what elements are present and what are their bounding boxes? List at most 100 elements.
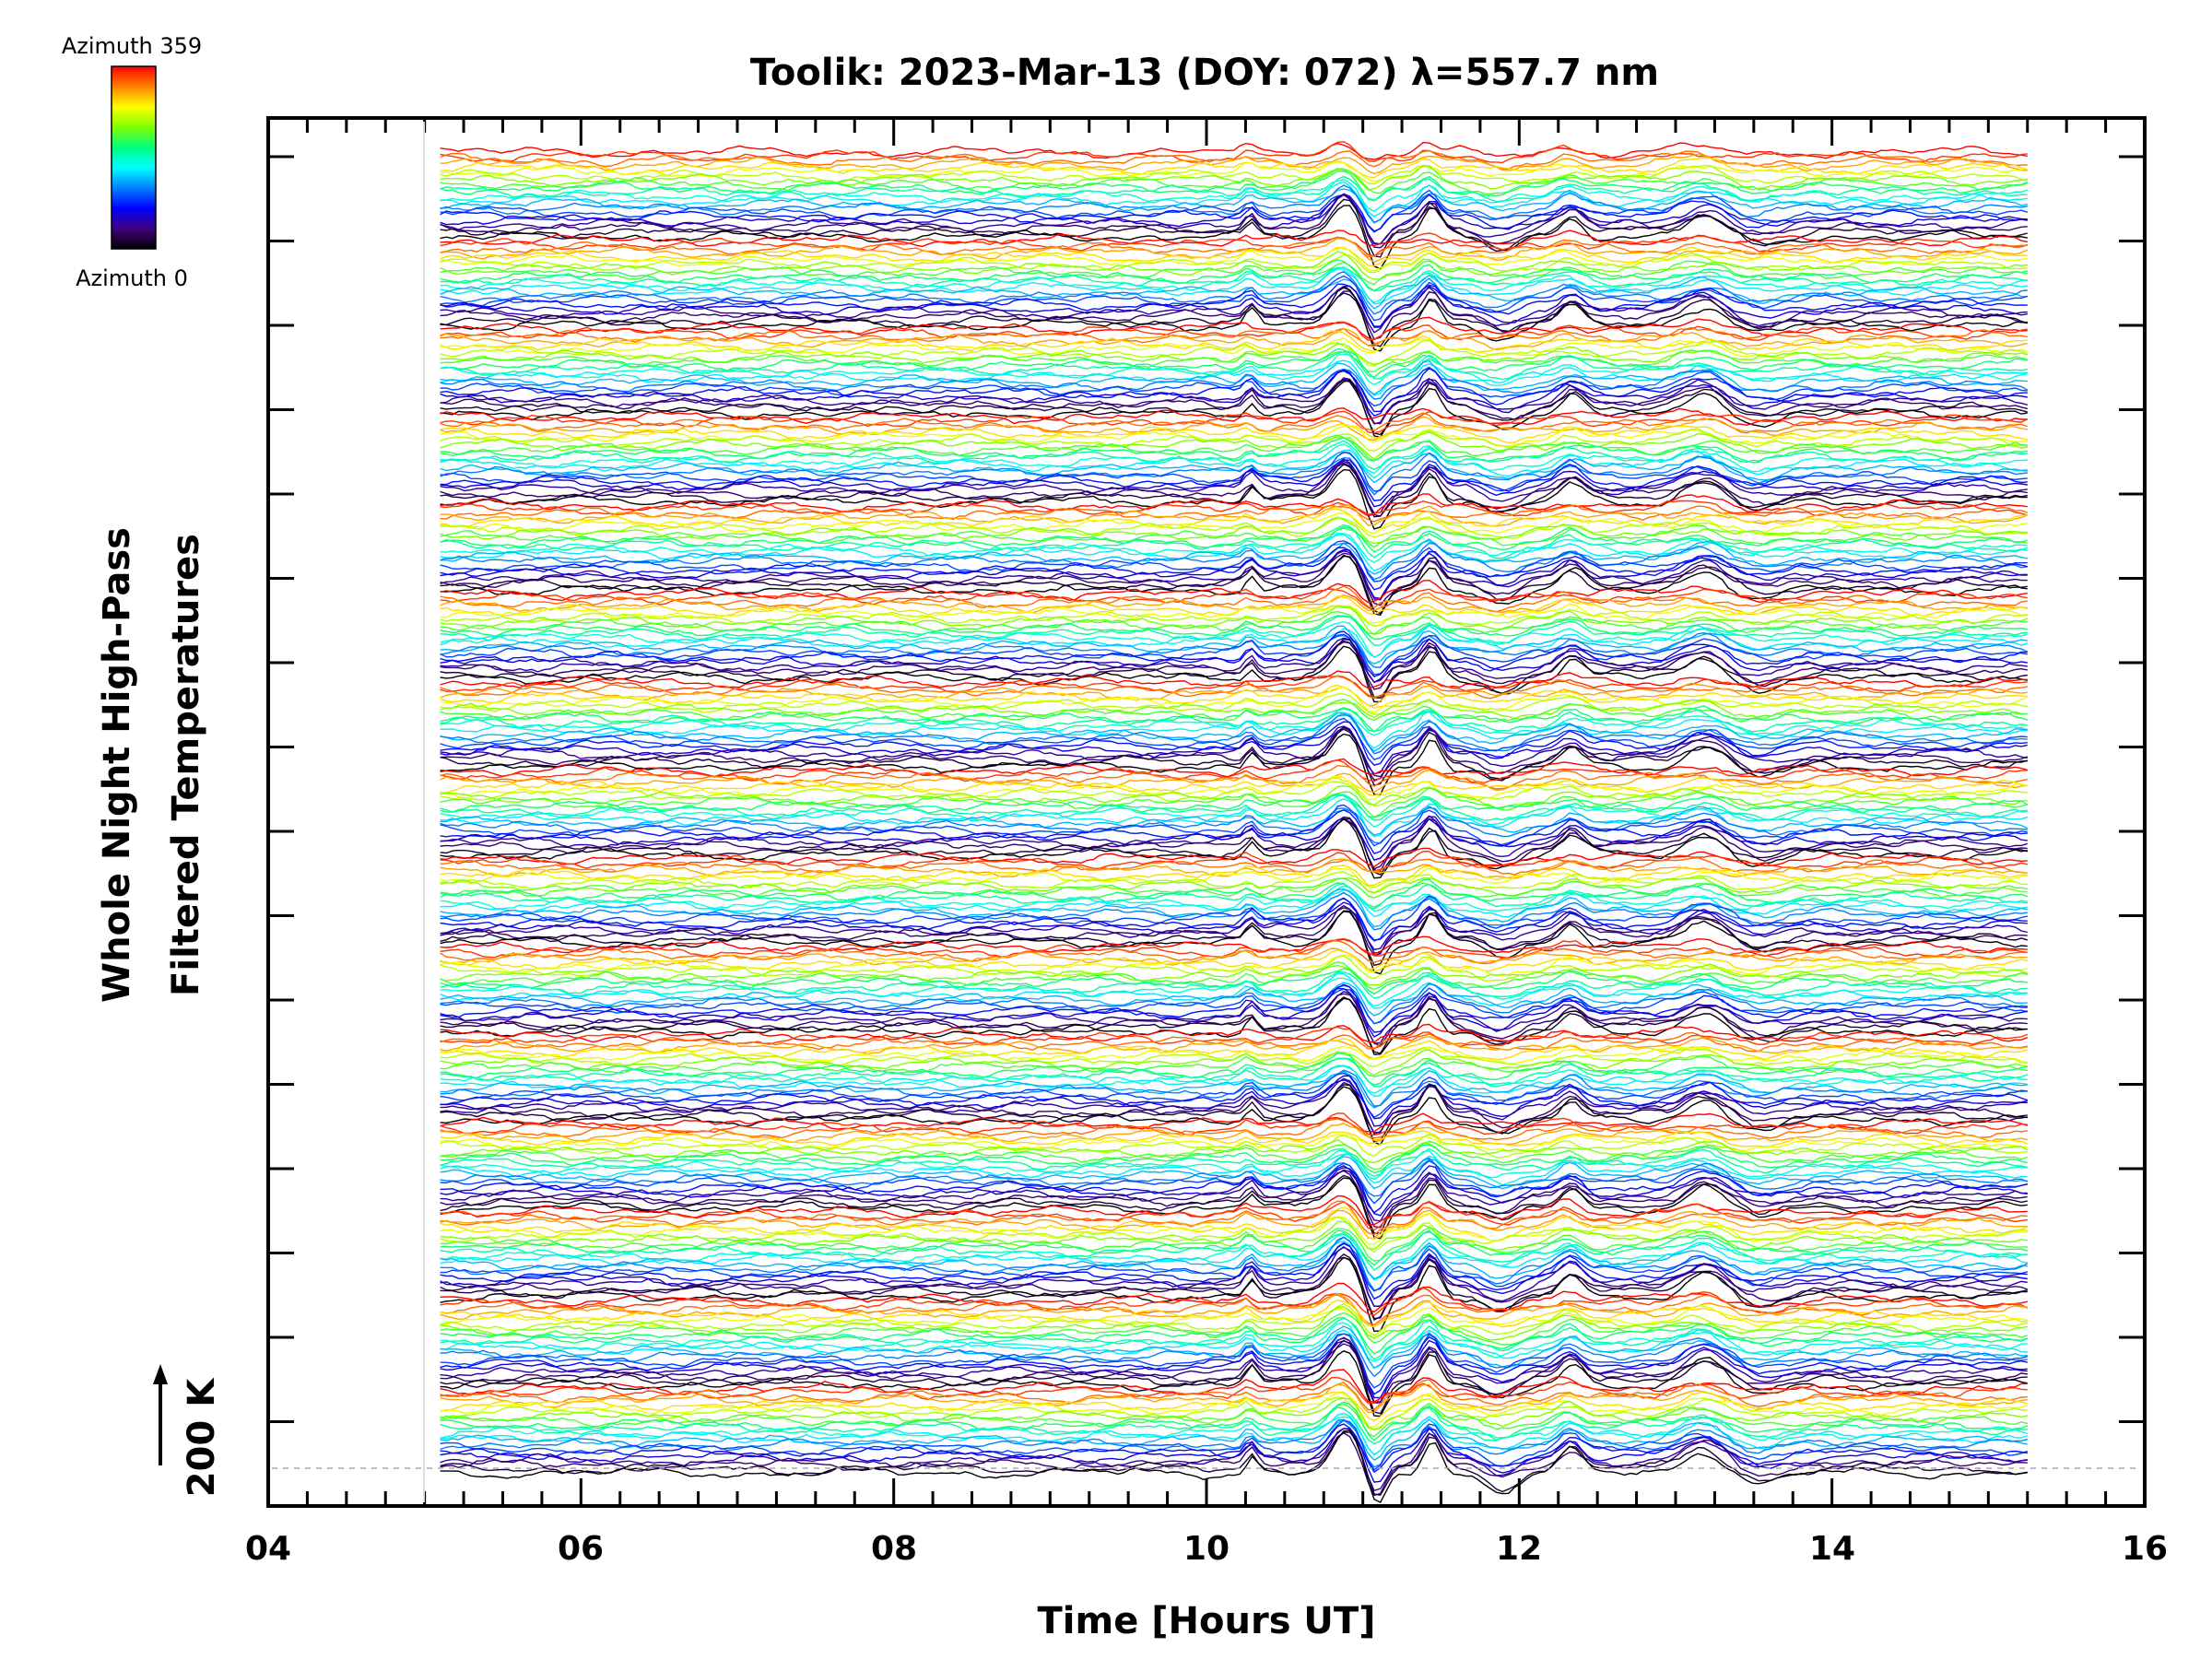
azimuth-trace xyxy=(440,349,2029,372)
azimuth-trace xyxy=(440,246,2028,267)
azimuth-trace xyxy=(440,337,2028,358)
azimuth-trace xyxy=(440,1177,2028,1240)
azimuth-trace xyxy=(440,1147,2028,1178)
azimuth-trace xyxy=(440,290,2028,340)
azimuth-trace xyxy=(440,1428,2028,1483)
azimuth-trace xyxy=(440,1343,2028,1405)
axis-ticks xyxy=(266,118,2147,1508)
azimuth-trace xyxy=(440,585,2028,613)
azimuth-trace xyxy=(440,460,2028,517)
azimuth-trace xyxy=(440,725,2028,775)
azimuth-trace xyxy=(440,1241,2028,1300)
azimuth-trace xyxy=(440,1245,2028,1307)
azimuth-trace xyxy=(440,1333,2028,1389)
azimuth-trace xyxy=(440,949,2028,972)
azimuth-trace xyxy=(440,993,2028,1047)
azimuth-trace xyxy=(440,1412,2029,1456)
azimuth-trace xyxy=(440,367,2028,418)
azimuth-trace xyxy=(440,1065,2028,1095)
azimuth-trace xyxy=(440,246,2028,272)
azimuth-trace xyxy=(440,960,2028,991)
azimuth-trace xyxy=(440,954,2028,977)
azimuth-trace xyxy=(440,1305,2028,1341)
azimuth-trace xyxy=(440,181,2028,218)
azimuth-trace xyxy=(440,370,2028,413)
azimuth-trace xyxy=(440,1246,2028,1308)
azimuth-trace xyxy=(440,462,2028,514)
azimuth-trace xyxy=(440,794,2028,821)
azimuth-trace xyxy=(440,699,2028,720)
azimuth-trace xyxy=(440,452,2028,492)
azimuth-trace xyxy=(440,1079,2029,1120)
azimuth-trace xyxy=(440,645,2028,703)
azimuth-trace xyxy=(440,1035,2028,1060)
azimuth-trace xyxy=(440,327,2028,351)
azimuth-trace xyxy=(440,1314,2029,1355)
azimuth-trace xyxy=(440,769,2028,794)
azimuth-trace xyxy=(440,1138,2029,1164)
azimuth-trace xyxy=(440,865,2028,887)
azimuth-trace xyxy=(440,407,2028,427)
azimuth-trace xyxy=(440,1432,2028,1497)
azimuth-trace xyxy=(440,554,2028,615)
azimuth-trace xyxy=(440,605,2028,628)
azimuth-trace xyxy=(440,1430,2028,1504)
azimuth-trace xyxy=(440,901,2028,951)
azimuth-trace xyxy=(440,804,2028,847)
azimuth-trace xyxy=(440,377,2028,425)
azimuth-trace xyxy=(440,1419,2029,1471)
azimuth-trace xyxy=(440,633,2028,676)
azimuth-trace xyxy=(440,675,2028,700)
azimuth-trace xyxy=(440,283,2028,328)
azimuth-trace xyxy=(440,516,2028,545)
azimuth-trace xyxy=(440,1300,2028,1328)
azimuth-trace xyxy=(440,353,2028,386)
azimuth-trace xyxy=(440,379,2028,436)
azimuth-trace xyxy=(440,758,2028,778)
azimuth-trace xyxy=(440,1167,2028,1217)
colorbar-top-label: Azimuth 359 xyxy=(62,33,202,59)
x-tick-label-06: 06 xyxy=(558,1530,604,1568)
x-axis-label: Time [Hours UT] xyxy=(1038,1600,1376,1642)
scale-label: 200 K xyxy=(181,1377,223,1497)
azimuth-trace xyxy=(440,973,2028,1007)
azimuth-trace xyxy=(440,670,2028,689)
azimuth-trace xyxy=(440,440,2028,470)
azimuth-trace xyxy=(440,434,2028,462)
x-tick-label-16: 16 xyxy=(2122,1530,2168,1568)
azimuth-trace xyxy=(440,806,2028,844)
azimuth-trace xyxy=(440,1081,2028,1135)
azimuth-trace xyxy=(440,883,2028,912)
azimuth-trace xyxy=(440,321,2028,341)
azimuth-trace xyxy=(440,1140,2029,1171)
azimuth-trace xyxy=(440,552,2028,601)
azimuth-trace xyxy=(440,542,2028,581)
azimuth-trace xyxy=(440,1055,2028,1077)
azimuth-trace xyxy=(440,1144,2028,1174)
azimuth-trace xyxy=(440,268,2028,305)
x-tick-label-12: 12 xyxy=(1496,1530,1542,1568)
azimuth-trace xyxy=(440,330,2028,353)
azimuth-trace xyxy=(440,1045,2028,1065)
azimuth-trace xyxy=(440,149,2028,171)
azimuth-trace xyxy=(440,252,2028,274)
azimuth-trace xyxy=(440,866,2028,894)
azimuth-trace xyxy=(440,1169,2028,1229)
colorbar-gradient xyxy=(111,65,157,250)
azimuth-trace xyxy=(440,1216,2028,1253)
x-tick-label-08: 08 xyxy=(871,1530,917,1568)
azimuth-trace xyxy=(440,504,2029,523)
azimuth-trace xyxy=(440,423,2028,444)
azimuth-trace xyxy=(440,996,2028,1054)
azimuth-trace xyxy=(440,525,2029,559)
azimuth-trace xyxy=(440,638,2028,684)
azimuth-trace xyxy=(440,538,2028,575)
colorbar: Azimuth 359 Azimuth 0 xyxy=(62,33,202,291)
azimuth-trace xyxy=(440,759,2028,784)
azimuth-trace xyxy=(440,1392,2028,1429)
azimuth-trace xyxy=(440,595,2028,618)
colorbar-bottom-label: Azimuth 0 xyxy=(76,265,188,291)
azimuth-trace xyxy=(440,448,2028,479)
azimuth-trace xyxy=(440,1038,2028,1061)
